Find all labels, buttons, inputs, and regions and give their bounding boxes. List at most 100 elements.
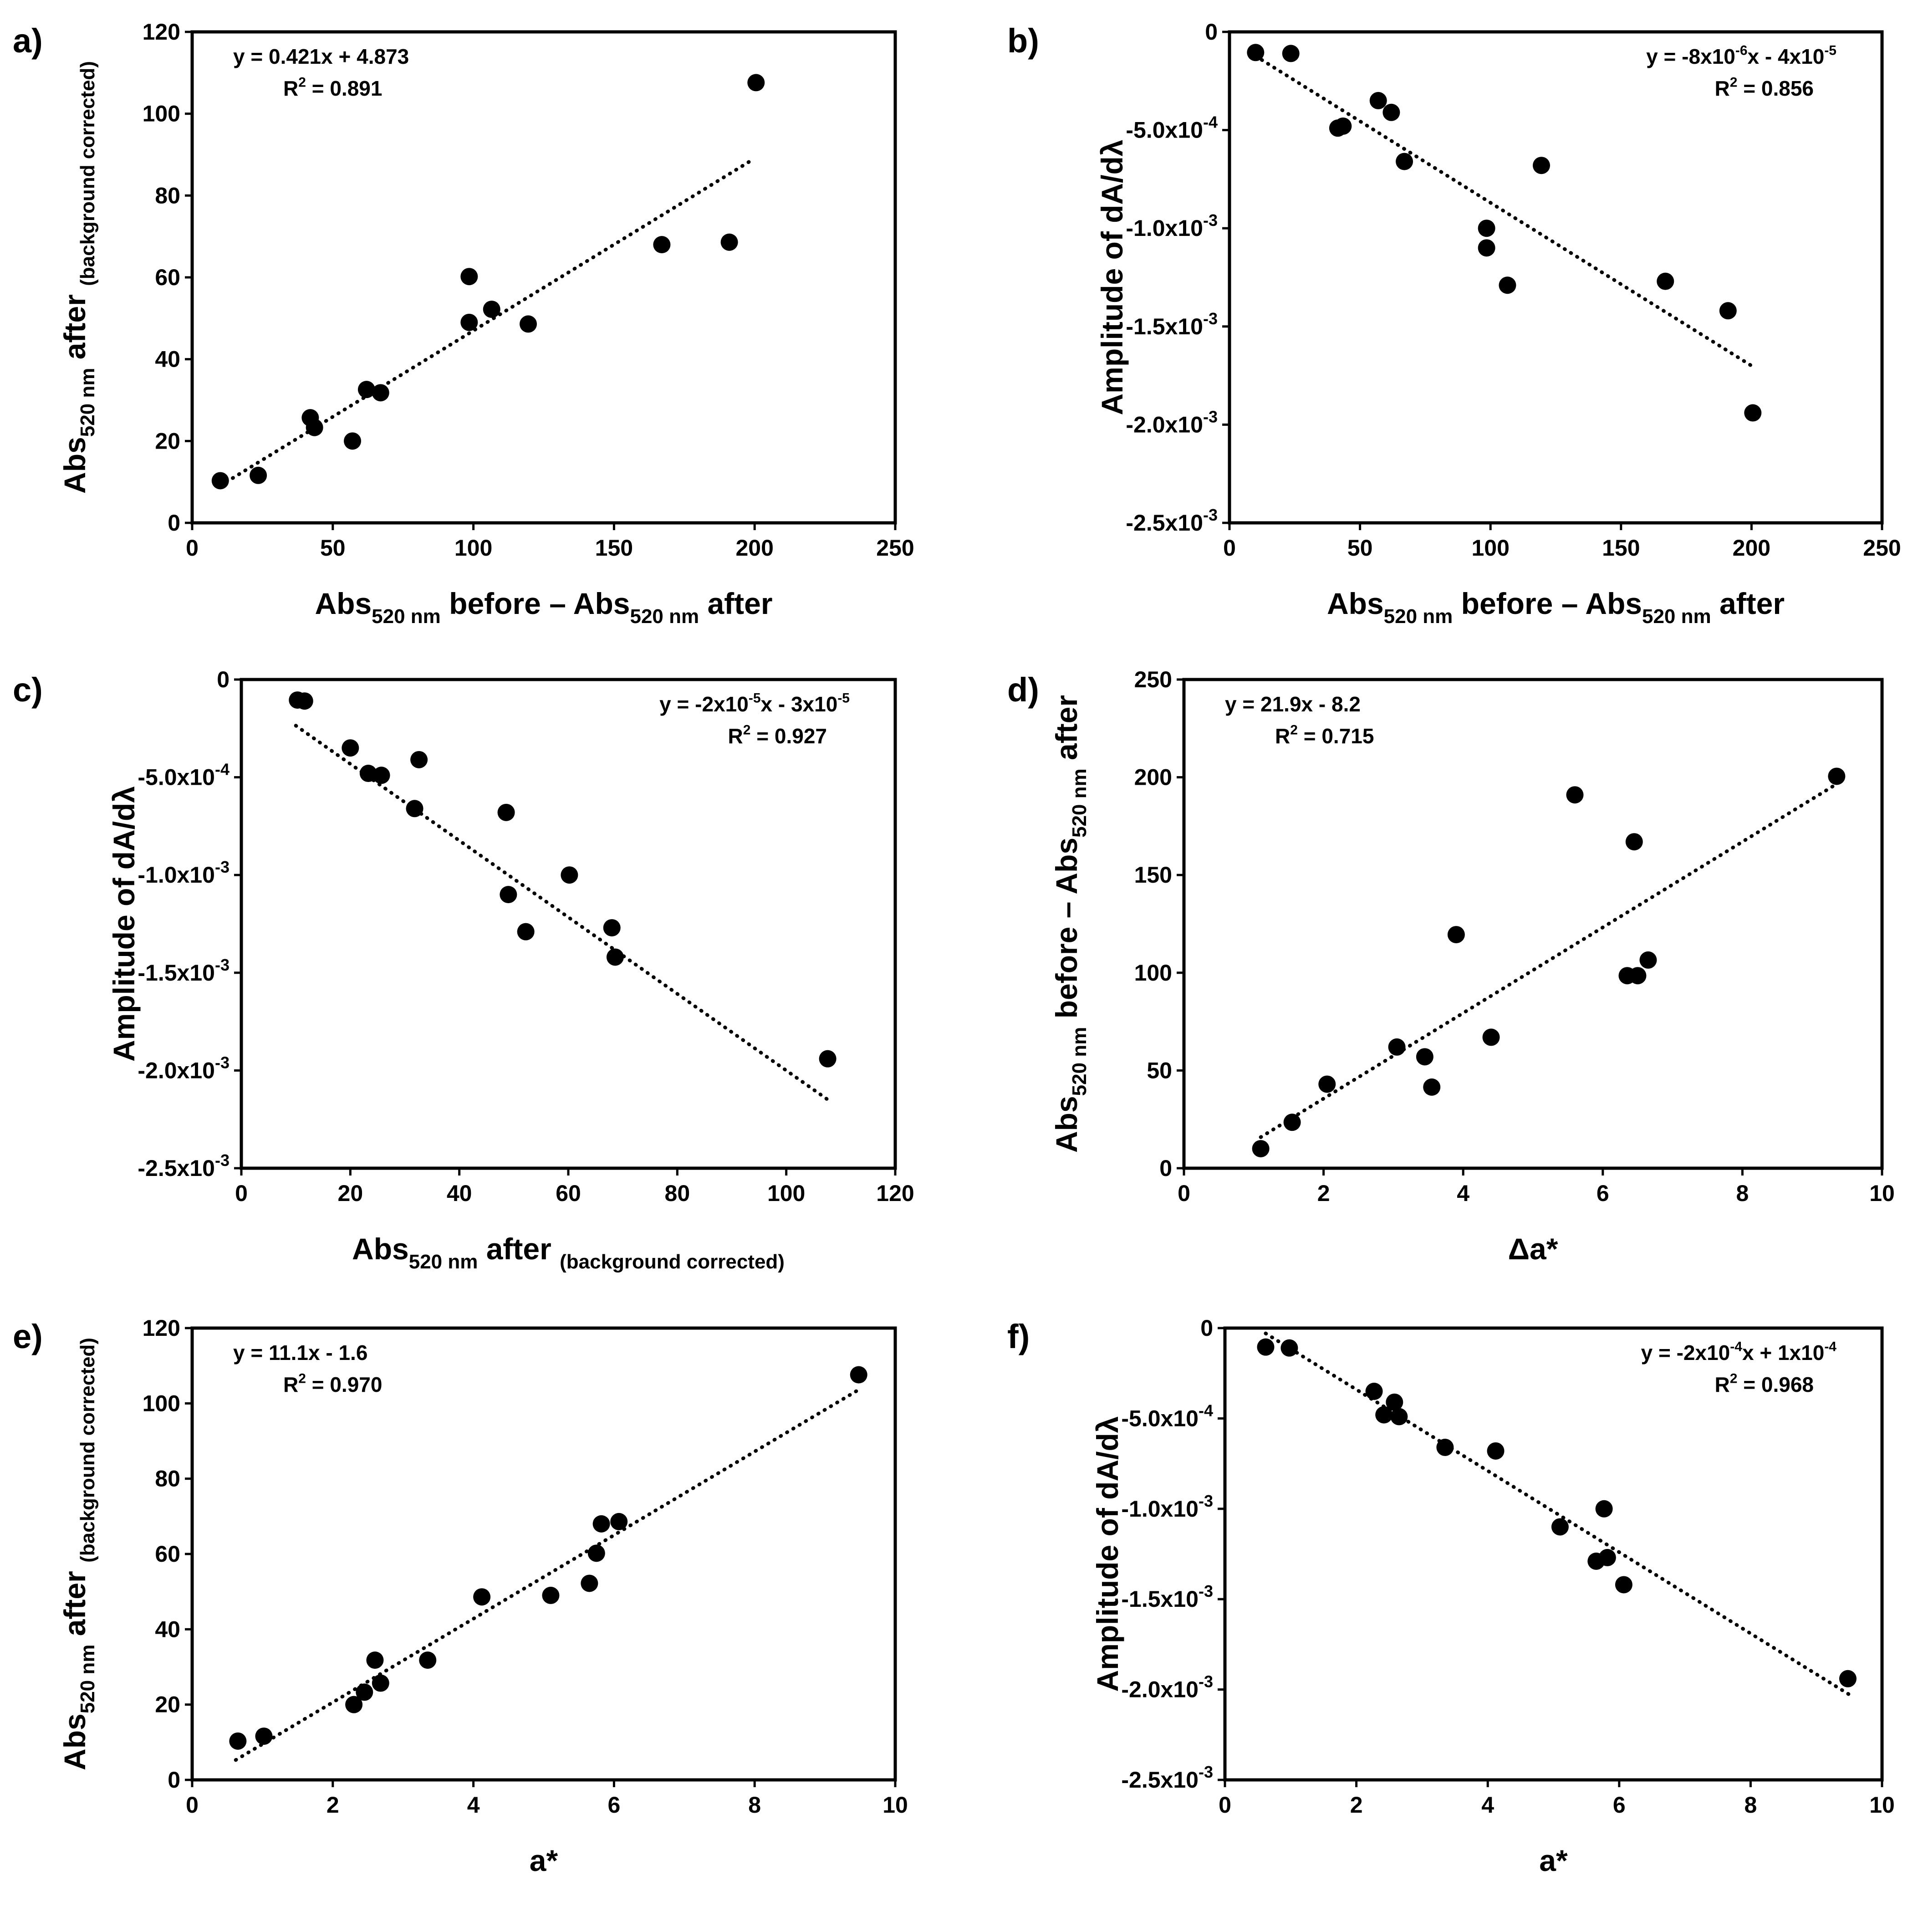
data-point (483, 301, 500, 318)
r-squared-label-part: = 0.715 (1298, 724, 1374, 748)
data-point (1499, 276, 1516, 294)
data-point (1396, 153, 1413, 170)
x-tick-label: 8 (748, 1792, 761, 1818)
plot-frame (1182, 678, 1884, 1170)
x-axis-label-part: (background corrected) (560, 1251, 785, 1273)
r-squared-label-part: R (1715, 77, 1730, 100)
data-point (520, 315, 537, 333)
data-point (406, 800, 423, 818)
y-tick-label: 120 (143, 1315, 180, 1341)
x-tick-label: 6 (1613, 1792, 1626, 1818)
data-point (592, 1515, 610, 1533)
r-squared-label: R2 = 0.856 (1715, 75, 1814, 100)
data-point (1629, 967, 1647, 985)
plot-frame (190, 30, 897, 525)
y-tick-label: -2.0x10-3 (1126, 407, 1218, 437)
x-axis-label-part: 520 nm (1642, 605, 1711, 628)
x-tick-label: 100 (767, 1181, 805, 1206)
data-point (1318, 1075, 1336, 1093)
data-point (345, 1696, 363, 1713)
y-tick-label: 100 (143, 101, 180, 127)
data-point (344, 432, 362, 450)
x-tick-label: 100 (1471, 535, 1509, 561)
panel-label: d) (1007, 671, 1039, 709)
y-tick-label: -5.0x10-4 (138, 760, 230, 790)
data-point (419, 1651, 437, 1669)
y-tick-label: 60 (155, 265, 180, 290)
data-point (561, 866, 578, 884)
data-point (1744, 404, 1762, 422)
x-tick-label: 10 (1869, 1792, 1895, 1818)
y-axis-label-part: (background corrected) (77, 61, 99, 286)
r-squared-label-part: R (1715, 1373, 1730, 1396)
data-point (1386, 1393, 1403, 1411)
trendline-equation-part: y = 0.421x + 4.873 (233, 45, 409, 68)
data-point (1478, 220, 1495, 237)
y-tick-label: -2.0x10-3 (1121, 1672, 1213, 1702)
y-axis-label-part: 520 nm (77, 1645, 99, 1714)
y-tick-label: -1.0x10-3 (1126, 211, 1218, 241)
r-squared-label: R2 = 0.968 (1715, 1371, 1814, 1396)
x-axis-label-part: Δa* (1508, 1232, 1558, 1266)
y-axis-label-part: Amplitude of dA/dλ (1095, 140, 1129, 415)
trendline-equation: y = 11.1x - 1.6 (233, 1341, 367, 1365)
x-axis-label-part: after (478, 1232, 560, 1266)
data-point (1532, 157, 1550, 174)
x-tick-label: 80 (665, 1181, 690, 1206)
data-point (366, 1651, 384, 1669)
x-tick-label: 4 (1457, 1181, 1469, 1206)
trendline (234, 1387, 862, 1762)
data-point (1595, 1500, 1613, 1518)
y-tick-label: -2.5x10-3 (138, 1151, 230, 1181)
y-axis-label-part: after (58, 1563, 92, 1645)
y-tick-label: 50 (1147, 1058, 1172, 1083)
trendline-equation-part: -5 (749, 691, 761, 706)
data-point (610, 1513, 628, 1530)
r-squared-label-part: = 0.891 (306, 77, 383, 100)
y-axis-label: Abs520 nm after (background corrected) (58, 1338, 99, 1770)
trendline (1259, 782, 1839, 1139)
trendline-equation-part: x - 4x10 (1748, 45, 1825, 68)
data-point (1639, 951, 1657, 969)
y-tick-label: 200 (1134, 765, 1172, 790)
x-tick-label: 4 (1481, 1792, 1494, 1818)
x-axis-label-part: after (699, 587, 772, 620)
y-tick-label: 0 (1205, 19, 1218, 45)
x-tick-label: 0 (186, 535, 199, 561)
y-tick-label: 0 (1159, 1155, 1172, 1181)
y-tick-label: 0 (217, 667, 230, 692)
x-tick-label: 150 (1602, 535, 1640, 561)
data-point (473, 1588, 491, 1606)
y-tick-label: -1.0x10-3 (138, 858, 230, 888)
data-point (1369, 92, 1387, 109)
data-point (720, 233, 738, 251)
panel-label: f) (1007, 1318, 1030, 1355)
trendline-equation-part: y = 21.9x - 8.2 (1225, 692, 1361, 716)
x-tick-label: 250 (1863, 535, 1901, 561)
y-axis-label-part: before – Abs (1050, 838, 1083, 1027)
chart-panel-c: c) 0 20 40 60 80 100 120 0 -5.0x10-4 -1.0x10-3 -1.5… (13, 667, 914, 1273)
data-point (1447, 926, 1465, 944)
data-point (211, 472, 229, 490)
r-squared-label-part: R (1275, 724, 1290, 748)
data-point (306, 419, 323, 436)
panel-label: a) (13, 22, 43, 60)
y-axis-label: Abs520 nm before – Abs520 nm after (1050, 695, 1091, 1153)
y-tick-label: 60 (155, 1541, 180, 1567)
y-tick-label: -2.0x10-3 (138, 1053, 230, 1083)
data-point (1625, 833, 1643, 851)
x-axis-label-part: 520 nm (409, 1251, 478, 1273)
trendline-equation-part: -6 (1735, 43, 1748, 58)
plot-frame (240, 678, 897, 1170)
data-point (357, 381, 375, 399)
x-axis-label-part: 520 nm (630, 605, 699, 628)
trendline-equation-part: -5 (1824, 43, 1836, 58)
x-tick-label: 20 (338, 1181, 363, 1206)
x-axis-label-part: before – Abs (441, 587, 630, 620)
y-tick-label: 0 (168, 1767, 180, 1793)
panel-label: e) (13, 1318, 43, 1355)
data-point (1482, 1028, 1500, 1046)
data-point (1283, 1114, 1301, 1131)
y-tick-label: 250 (1134, 667, 1172, 692)
